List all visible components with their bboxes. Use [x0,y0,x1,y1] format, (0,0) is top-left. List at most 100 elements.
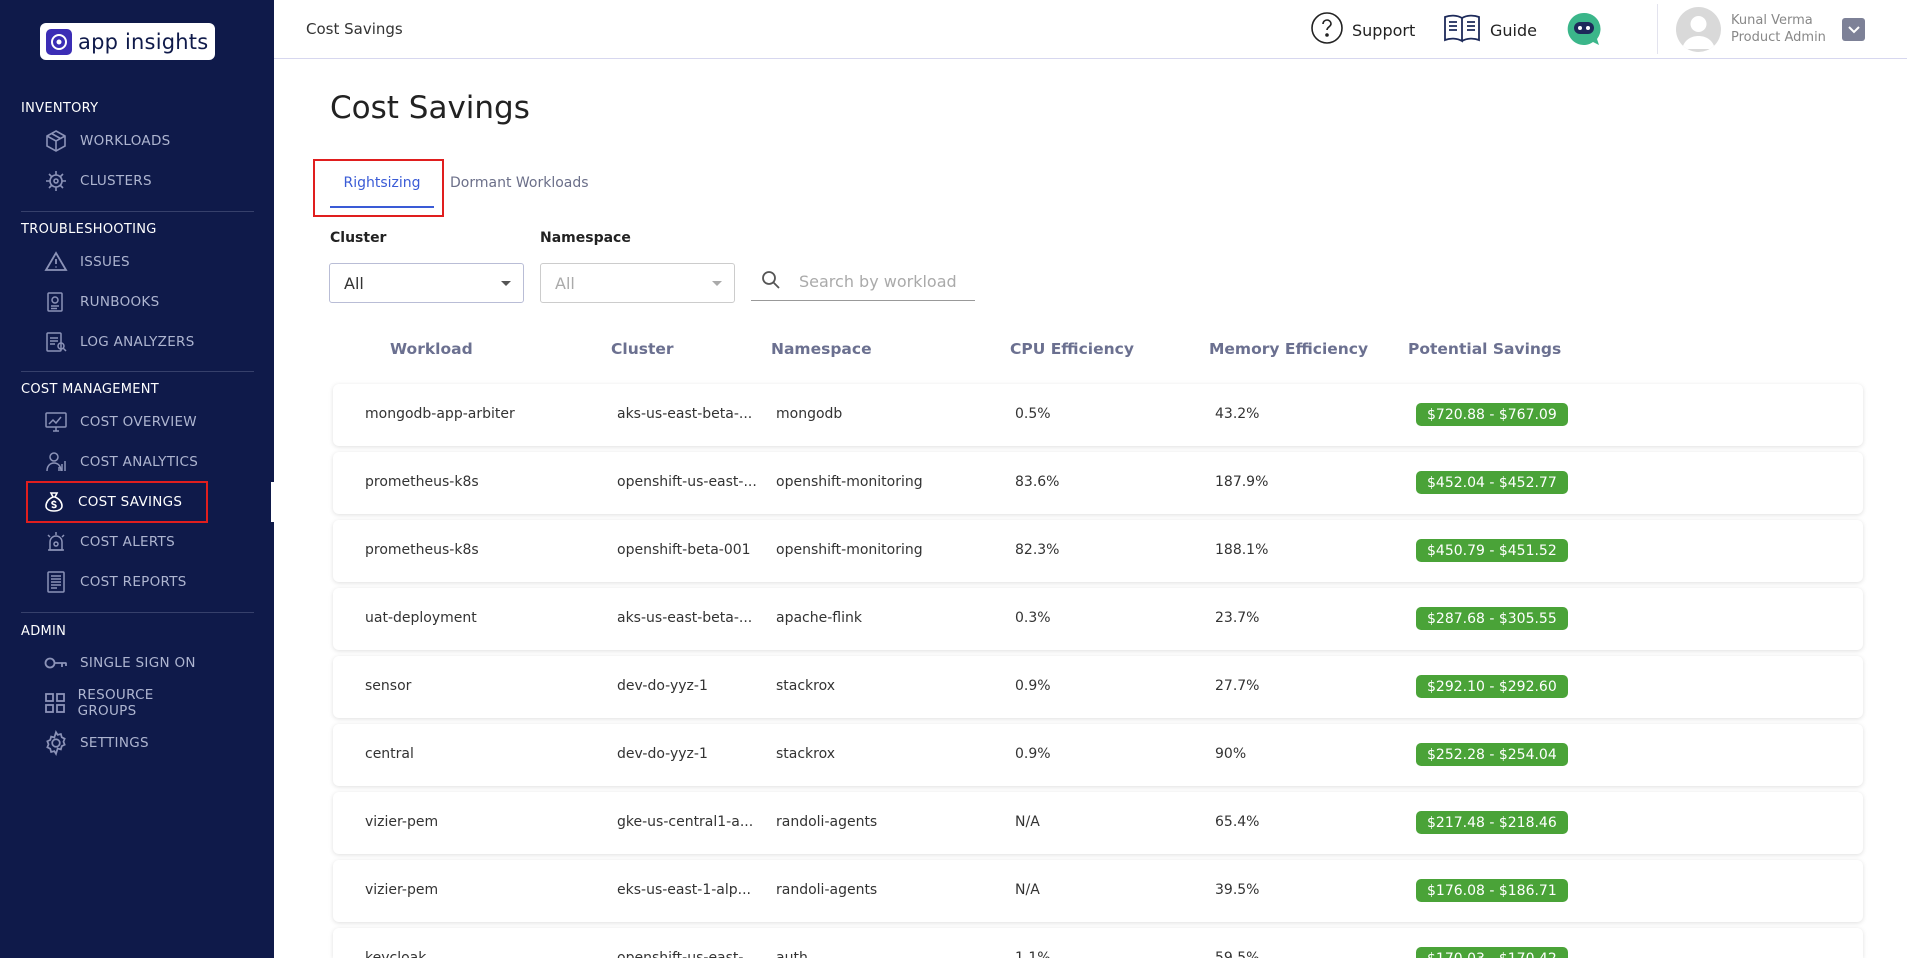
key-icon [42,649,70,677]
avatar[interactable] [1676,7,1721,52]
cell-workload: prometheus-k8s [365,542,479,558]
sidebar-item-single-sign-on[interactable]: SINGLE SIGN ON [30,645,205,681]
active-indicator [271,482,274,522]
cell-namespace: randoli-agents [776,814,878,830]
top-bar: Cost Savings Support Guide Kunal Verma P… [274,0,1907,59]
sidebar-item-cost-reports[interactable]: COST REPORTS [30,564,205,600]
column-header-memory-efficiency[interactable]: Memory Efficiency [1209,340,1369,358]
cell-cluster: openshift-us-east-... [617,474,757,490]
caret-down-icon [501,281,511,286]
sidebar-item-workloads[interactable]: WORKLOADS [30,123,205,159]
runbook-icon [42,288,70,316]
sidebar-item-cost-overview[interactable]: COST OVERVIEW [30,404,205,440]
sidebar-item-resource-groups[interactable]: RESOURCE GROUPS [30,685,205,721]
cube-icon [42,127,70,155]
guide-label: Guide [1490,20,1537,40]
cell-cluster: aks-us-east-beta-... [617,406,753,422]
section-title-inventory: INVENTORY [21,101,99,116]
cell-workload: uat-deployment [365,610,477,626]
sidebar-item-label: LOG ANALYZERS [80,334,195,350]
sidebar-item-label: COST ANALYTICS [80,454,199,470]
namespace-filter-label: Namespace [540,230,631,246]
chatbot-icon[interactable] [1565,11,1603,47]
savings-badge: $170.03 - $170.42 [1416,947,1568,958]
table-row[interactable]: keycloak openshift-us-east-... auth 1.1%… [333,928,1863,958]
table-row[interactable]: vizier-pem gke-us-central1-a... randoli-… [333,792,1863,854]
table-row[interactable]: sensor dev-do-yyz-1 stackrox 0.9% 27.7% … [333,656,1863,718]
cell-memory-efficiency: 65.4% [1215,814,1260,830]
table-row[interactable]: prometheus-k8s openshift-us-east-... ope… [333,452,1863,514]
cell-cpu-efficiency: 83.6% [1015,474,1060,490]
sidebar-item-cost-savings[interactable]: COST SAVINGS [26,481,208,523]
tab-dormant-workloads[interactable]: Dormant Workloads [450,175,589,191]
app-logo[interactable]: app insights [40,23,215,60]
sidebar-item-runbooks[interactable]: RUNBOOKS [30,284,205,320]
cell-cpu-efficiency: 1.1% [1015,950,1051,958]
sidebar-divider [21,612,254,613]
namespace-select[interactable]: All [540,263,735,303]
table-row[interactable]: uat-deployment aks-us-east-beta-... apac… [333,588,1863,650]
section-title-cost-management: COST MANAGEMENT [21,382,160,397]
sidebar-divider [21,211,254,212]
sidebar-item-log-analyzers[interactable]: LOG ANALYZERS [30,324,205,360]
warning-icon [42,248,70,276]
cell-namespace: randoli-agents [776,882,878,898]
money-bag-icon [40,488,68,516]
table-row[interactable]: vizier-pem eks-us-east-1-alp... randoli-… [333,860,1863,922]
cell-workload: vizier-pem [365,814,439,830]
cell-namespace: stackrox [776,746,836,762]
table-row[interactable]: mongodb-app-arbiter aks-us-east-beta-...… [333,384,1863,446]
sidebar-item-cost-analytics[interactable]: COST ANALYTICS [30,444,205,480]
cell-namespace: apache-flink [776,610,862,626]
cell-cluster: gke-us-central1-a... [617,814,754,830]
column-header-namespace[interactable]: Namespace [771,340,872,358]
sidebar-item-label: RESOURCE GROUPS [77,687,154,719]
log-analyzer-icon [42,328,70,356]
search-icon [761,270,781,294]
sidebar-item-clusters[interactable]: CLUSTERS [30,163,205,199]
sidebar-item-label: COST ALERTS [80,534,175,550]
sidebar-divider [21,371,254,372]
savings-badge: $176.08 - $186.71 [1416,879,1568,902]
table-row[interactable]: prometheus-k8s openshift-beta-001 opensh… [333,520,1863,582]
alarm-icon [42,528,70,556]
cell-cluster: dev-do-yyz-1 [617,678,708,694]
column-header-cluster[interactable]: Cluster [611,340,674,358]
book-icon [1442,12,1482,48]
cell-namespace: mongodb [776,406,843,422]
sidebar-item-cost-alerts[interactable]: COST ALERTS [30,524,205,560]
cell-workload: central [365,746,414,762]
search-input[interactable] [799,272,969,291]
cluster-select[interactable]: All [329,263,524,303]
savings-badge: $217.48 - $218.46 [1416,811,1568,834]
column-header-potential-savings[interactable]: Potential Savings [1408,340,1562,358]
search-box [751,263,975,301]
savings-badge: $720.88 - $767.09 [1416,403,1568,426]
guide-link[interactable]: Guide [1442,13,1537,47]
cell-namespace: auth [776,950,808,958]
sidebar-item-label: COST OVERVIEW [80,414,197,430]
sidebar-item-issues[interactable]: ISSUES [30,244,205,280]
cell-memory-efficiency: 39.5% [1215,882,1260,898]
section-title-admin: ADMIN [21,624,67,639]
report-icon [42,568,70,596]
cluster-filter-label: Cluster [330,230,387,246]
namespace-select-value: All [555,273,575,293]
sidebar-item-label: SINGLE SIGN ON [80,655,196,671]
tab-rightsizing[interactable]: Rightsizing [330,164,434,208]
chevron-down-icon [1847,20,1861,39]
user-menu-button[interactable] [1842,18,1865,41]
logo-text: app insights [78,29,209,54]
support-link[interactable]: Support [1310,12,1415,47]
cell-namespace: openshift-monitoring [776,542,923,558]
cell-cluster: aks-us-east-beta-... [617,610,753,626]
sidebar-item-label: CLUSTERS [80,173,152,189]
sidebar-item-label: COST REPORTS [80,574,187,590]
sidebar-item-settings[interactable]: SETTINGS [30,725,205,761]
column-header-workload[interactable]: Workload [390,340,473,358]
cell-workload: sensor [365,678,412,694]
table-row[interactable]: central dev-do-yyz-1 stackrox 0.9% 90% $… [333,724,1863,786]
column-header-cpu-efficiency[interactable]: CPU Efficiency [1010,340,1134,358]
cell-memory-efficiency: 23.7% [1215,610,1260,626]
cell-cluster: openshift-us-east-... [617,950,757,958]
